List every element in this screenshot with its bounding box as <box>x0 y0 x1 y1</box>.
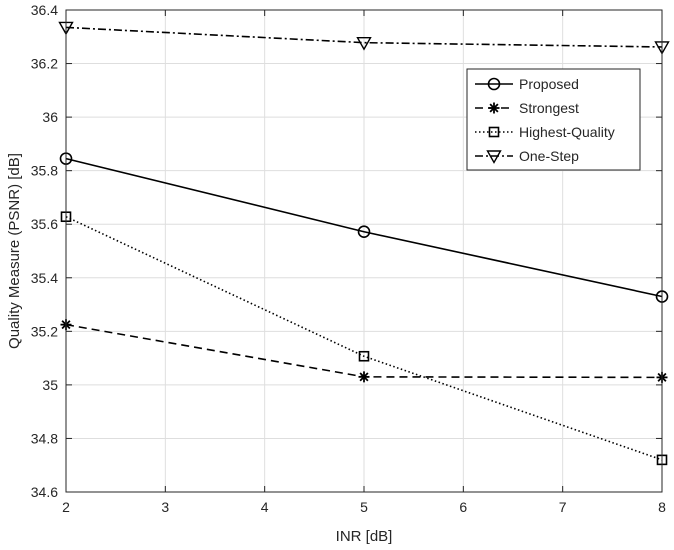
x-tick-label: 5 <box>360 499 368 515</box>
legend-marker-triangle-down <box>486 150 502 164</box>
data-point-triangle-down <box>356 36 372 51</box>
legend-label: Proposed <box>519 76 579 92</box>
y-tick-label: 35.8 <box>31 163 58 179</box>
y-tick-label: 34.8 <box>31 430 58 446</box>
legend-item: Strongest <box>475 100 579 116</box>
data-point-asterisk <box>358 371 370 383</box>
y-tick-label: 35.2 <box>31 323 58 339</box>
legend-label: Highest-Quality <box>519 124 615 140</box>
y-axis-label: Quality Measure (PSNR) [dB] <box>6 153 23 349</box>
x-tick-label: 7 <box>559 499 567 515</box>
legend-label: Strongest <box>519 100 579 116</box>
legend-label: One-Step <box>519 148 579 164</box>
y-tick-label: 35 <box>42 377 58 393</box>
y-tick-label: 36.4 <box>31 2 58 18</box>
y-tick-label: 35.6 <box>31 216 58 232</box>
series-line <box>65 215 663 461</box>
data-point-square <box>358 350 370 362</box>
legend-marker-square <box>488 126 500 138</box>
x-tick-label: 8 <box>658 499 666 515</box>
series-line <box>65 26 663 48</box>
series-line <box>65 157 663 298</box>
legend-item: Proposed <box>475 76 579 92</box>
y-tick-label: 36.2 <box>31 56 58 72</box>
legend-marker-circle <box>487 77 501 91</box>
legend: Proposed Strongest Highest-Quality One-Step <box>466 68 641 171</box>
x-axis-label: INR [dB] <box>336 528 393 545</box>
x-tick-label: 2 <box>62 499 70 515</box>
y-tick-label: 35.4 <box>31 270 58 286</box>
x-tick-label: 4 <box>261 499 269 515</box>
legend-box <box>466 68 641 171</box>
y-tick-label: 36 <box>42 109 58 125</box>
legend-marker-asterisk <box>488 102 500 114</box>
y-tick-label: 34.6 <box>31 484 58 500</box>
axis-ticks: 2 3 4 5 6 7 8 34.6 34.8 35 35.2 35.4 35.6 35.8 36 36.2 3… <box>31 2 666 515</box>
data-point-circle <box>357 225 371 239</box>
legend-item: One-Step <box>475 148 579 164</box>
x-tick-label: 3 <box>161 499 169 515</box>
legend-item: Highest-Quality <box>475 124 615 140</box>
x-tick-label: 6 <box>459 499 467 515</box>
